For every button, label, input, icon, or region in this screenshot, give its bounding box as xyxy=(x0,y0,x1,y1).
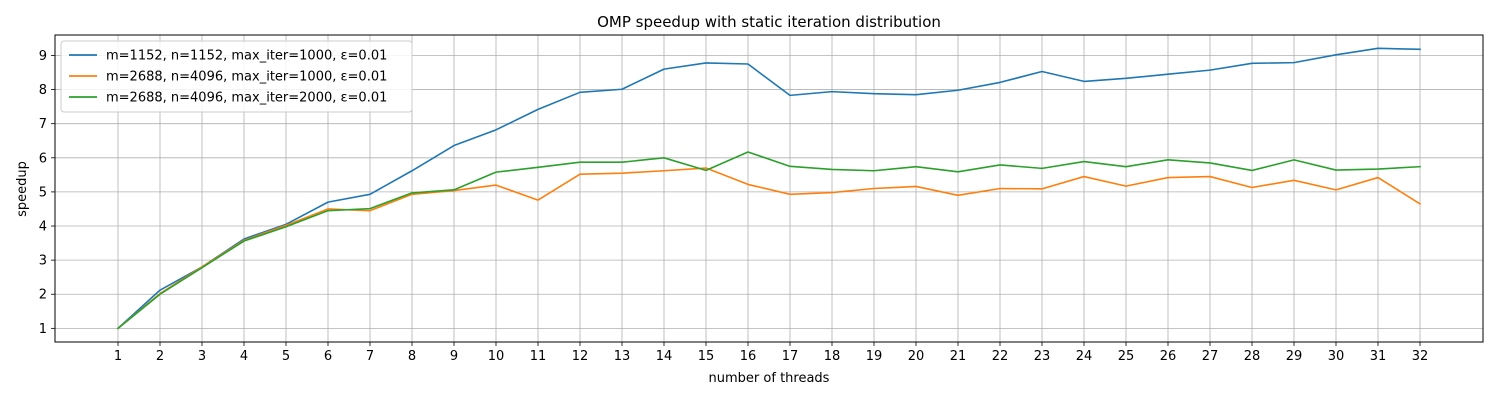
x-tick-label: 28 xyxy=(1244,349,1261,364)
legend: m=1152, n=1152, max_iter=1000, ε=0.01 m=2… xyxy=(60,40,413,113)
y-tick-label: 3 xyxy=(39,254,47,269)
y-tick-label: 6 xyxy=(39,151,47,166)
x-tick-label: 4 xyxy=(240,349,248,364)
legend-entry: m=2688, n=4096, max_iter=2000, ε=0.01 xyxy=(106,91,387,106)
x-tick-label: 6 xyxy=(324,349,332,364)
series-lines xyxy=(116,47,1422,330)
x-tick-label: 19 xyxy=(866,349,883,364)
x-tick-label: 21 xyxy=(950,349,967,364)
chart-title: OMP speedup with static iteration distri… xyxy=(597,13,941,31)
x-tick-label: 14 xyxy=(656,349,673,364)
x-tick-label: 3 xyxy=(198,349,206,364)
x-tick-label: 10 xyxy=(488,349,505,364)
legend-box xyxy=(60,40,413,113)
x-tick-label: 26 xyxy=(1160,349,1177,364)
x-tick-label: 7 xyxy=(366,349,374,364)
x-tick-label: 13 xyxy=(614,349,631,364)
y-tick-label: 1 xyxy=(39,322,47,337)
x-tick-label: 32 xyxy=(1412,349,1429,364)
x-tick-label: 31 xyxy=(1370,349,1387,364)
y-tick-label: 5 xyxy=(39,185,47,200)
axis-ticks: 1 2 3 4 5 6 7 8 9 10 11 12 13 14 15 16 17 18 19 20 21 22 23 24 2… xyxy=(39,49,1429,364)
y-tick-label: 4 xyxy=(39,220,47,235)
x-tick-label: 9 xyxy=(450,349,458,364)
x-tick-label: 1 xyxy=(114,349,122,364)
x-tick-label: 15 xyxy=(698,349,715,364)
y-tick-label: 9 xyxy=(39,49,47,64)
x-tick-label: 22 xyxy=(992,349,1009,364)
x-tick-label: 24 xyxy=(1076,349,1093,364)
x-tick-label: 30 xyxy=(1328,349,1345,364)
y-axis-label: speedup xyxy=(15,161,30,217)
series-line-1 xyxy=(116,47,1421,330)
y-tick-label: 2 xyxy=(39,288,47,303)
x-axis-label: number of threads xyxy=(709,371,830,386)
y-tick-label: 7 xyxy=(39,117,47,132)
legend-entry: m=1152, n=1152, max_iter=1000, ε=0.01 xyxy=(106,49,387,64)
x-tick-label: 5 xyxy=(282,349,290,364)
legend-entry: m=2688, n=4096, max_iter=1000, ε=0.01 xyxy=(106,70,387,85)
x-tick-label: 18 xyxy=(824,349,841,364)
x-tick-label: 17 xyxy=(782,349,799,364)
plot-frame xyxy=(54,34,1484,343)
x-tick-label: 11 xyxy=(530,349,547,364)
x-tick-label: 2 xyxy=(156,349,164,364)
y-tick-label: 8 xyxy=(39,83,47,98)
x-tick-label: 8 xyxy=(408,349,416,364)
series-line-2 xyxy=(116,167,1422,330)
x-tick-label: 23 xyxy=(1034,349,1051,364)
x-tick-label: 29 xyxy=(1286,349,1303,364)
x-tick-label: 25 xyxy=(1118,349,1135,364)
series-line-3 xyxy=(116,151,1421,330)
x-tick-label: 12 xyxy=(572,349,589,364)
x-tick-label: 16 xyxy=(740,349,757,364)
x-tick-label: 20 xyxy=(908,349,925,364)
x-tick-label: 27 xyxy=(1202,349,1219,364)
